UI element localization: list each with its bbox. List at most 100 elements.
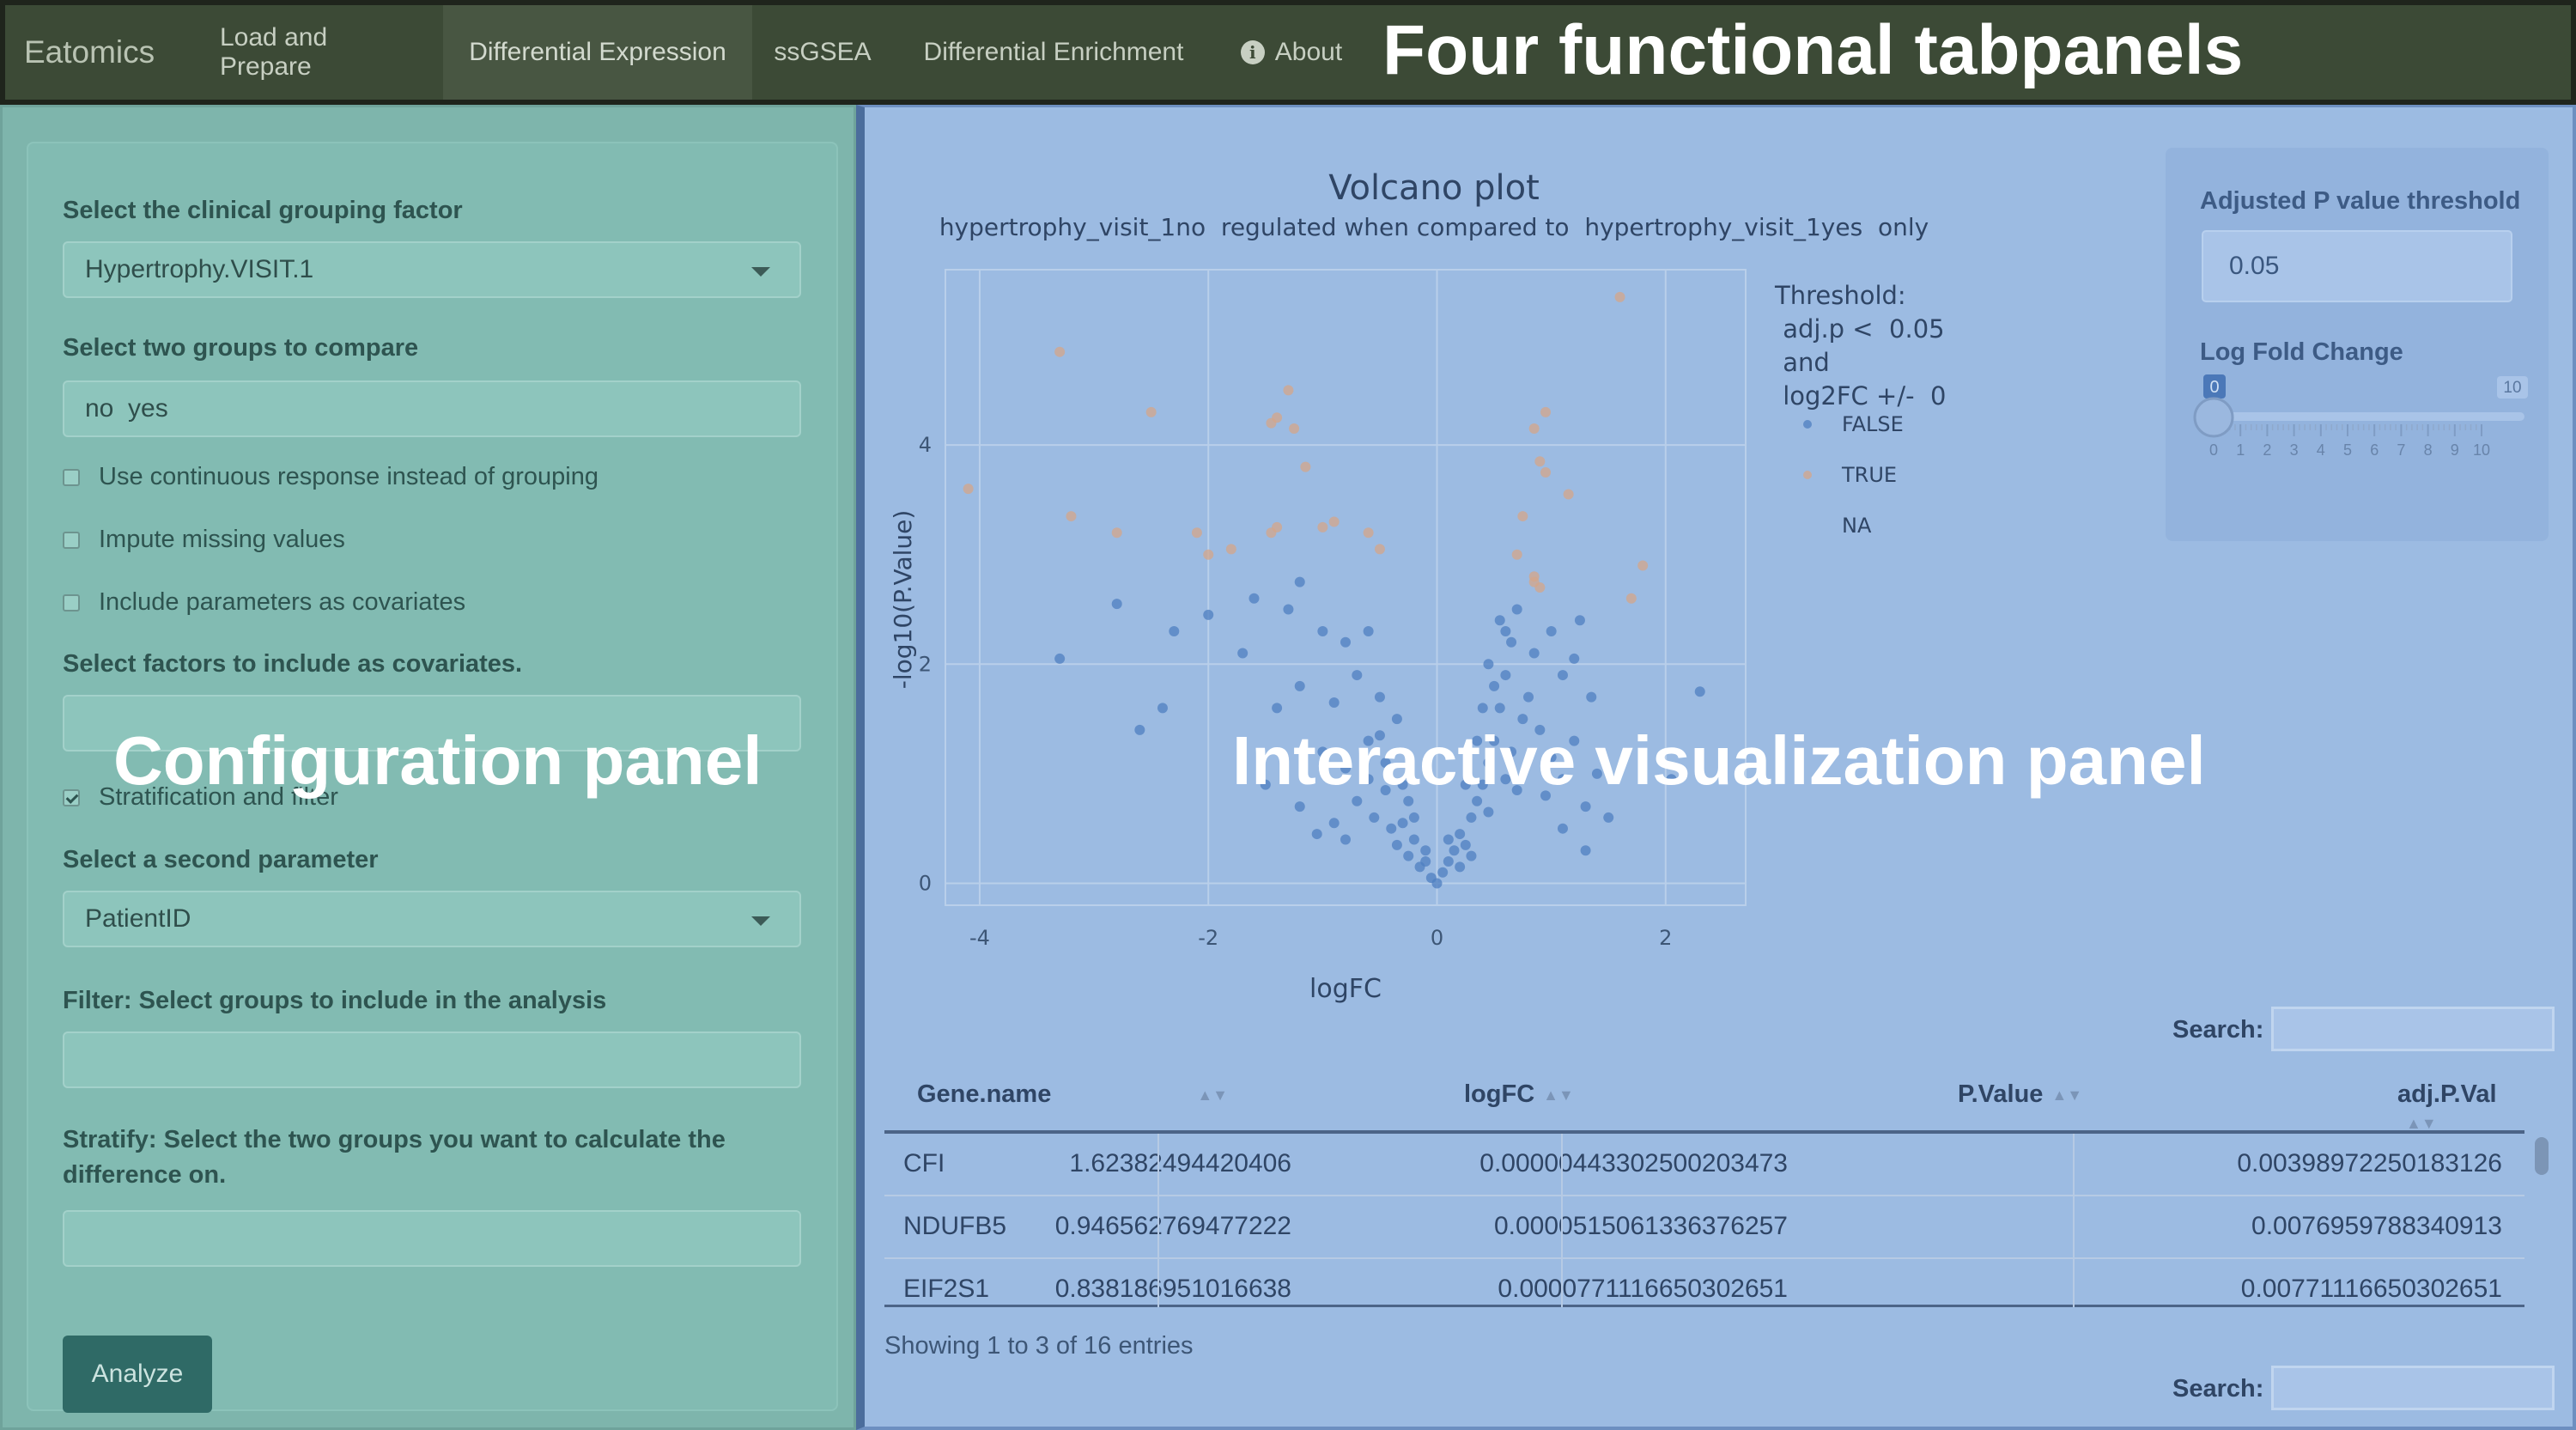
slider-max-text: 10 bbox=[2503, 379, 2521, 397]
plot-title: Volcano plot bbox=[1328, 168, 1540, 208]
pval-threshold-input[interactable]: 0.05 bbox=[2202, 230, 2512, 302]
col-header-logfc[interactable]: logFC ▲▼ bbox=[1464, 1080, 1574, 1109]
column-divider bbox=[1157, 1134, 1159, 1307]
checkbox-icon[interactable] bbox=[63, 593, 80, 612]
col-header-pvalue[interactable]: P.Value ▲▼ bbox=[1958, 1080, 2082, 1109]
checkbox-icon[interactable] bbox=[63, 788, 80, 806]
slider-handle[interactable] bbox=[2193, 397, 2234, 438]
search-input-bottom[interactable] bbox=[2271, 1366, 2555, 1410]
data-point-false bbox=[1328, 697, 1340, 708]
sort-icon[interactable]: ▲▼ bbox=[1543, 1086, 1574, 1104]
sort-icon[interactable]: ▲▼ bbox=[2406, 1114, 2437, 1132]
data-point-false bbox=[1528, 648, 1540, 659]
search-label-bottom: Search: bbox=[2172, 1375, 2264, 1403]
checkbox-icon[interactable] bbox=[63, 468, 80, 486]
analyze-button[interactable]: Analyze bbox=[63, 1336, 212, 1413]
annotation-viz-panel: Interactive visualization panel bbox=[1232, 722, 2206, 799]
data-point-false bbox=[1483, 659, 1494, 670]
data-point-false bbox=[1340, 636, 1351, 648]
configuration-panel: Select the clinical grouping factor Hype… bbox=[0, 105, 856, 1430]
data-point-false bbox=[1460, 839, 1471, 850]
data-point-false bbox=[1380, 758, 1391, 769]
search-input-top[interactable] bbox=[2271, 1007, 2555, 1051]
continuous-response-checkbox[interactable]: Use continuous response instead of group… bbox=[63, 463, 598, 491]
table-row[interactable]: EIF2S1 0.838186951016638 0.0000771116650… bbox=[884, 1259, 2524, 1305]
data-point-false bbox=[1311, 829, 1322, 840]
data-point-true bbox=[1614, 291, 1625, 302]
data-point-false bbox=[1391, 839, 1402, 850]
groups-label: Select two groups to compare bbox=[63, 334, 419, 362]
slider-tick-label: 7 bbox=[2397, 441, 2405, 459]
logfc-slider[interactable]: 0 10 0 1 2 3 4 5 6 7 8 9 10 bbox=[2191, 373, 2535, 467]
sort-icon[interactable]: ▲▼ bbox=[1197, 1086, 1228, 1104]
data-point-true bbox=[1272, 521, 1283, 532]
data-point-true bbox=[1300, 461, 1311, 472]
include-covariates-checkbox[interactable]: Include parameters as covariates bbox=[63, 588, 465, 617]
legend-title-line: log2FC +/- 0 bbox=[1775, 381, 1946, 411]
checkbox-icon[interactable] bbox=[63, 531, 80, 549]
data-point-false bbox=[1249, 593, 1260, 604]
gridlines bbox=[945, 270, 1746, 905]
data-point-false bbox=[1546, 626, 1557, 637]
tab-label: Load and Prepare bbox=[220, 23, 328, 81]
data-point-true bbox=[1563, 489, 1574, 500]
data-point-false bbox=[1054, 653, 1066, 664]
tab-load-and-prepare[interactable]: Load and Prepare bbox=[194, 5, 443, 100]
data-point-false bbox=[1283, 604, 1294, 615]
covariates-select[interactable] bbox=[63, 695, 801, 752]
sort-icon[interactable]: ▲▼ bbox=[2051, 1086, 2083, 1104]
table-row[interactable]: NDUFB5 0.946562769477222 0.0000515061336… bbox=[884, 1196, 2524, 1259]
data-point-false bbox=[1466, 850, 1477, 861]
second-parameter-select[interactable]: PatientID bbox=[63, 891, 801, 947]
tab-label: Differential Expression bbox=[469, 38, 726, 66]
data-point-false bbox=[1157, 703, 1168, 714]
data-point-false bbox=[1386, 823, 1397, 834]
cell-logfc: 0.946562769477222 bbox=[1054, 1212, 1291, 1240]
grouping-factor-label: Select the clinical grouping factor bbox=[63, 197, 463, 224]
col-header-adjpval[interactable]: adj.P.Val ▲▼ bbox=[2397, 1080, 2524, 1137]
data-point-true bbox=[1540, 406, 1551, 417]
cell-adjpval: 0.00771116650302651 bbox=[2240, 1275, 2502, 1303]
annotation-tabpanels: Four functional tabpanels bbox=[1382, 11, 2244, 89]
data-point-false bbox=[1534, 724, 1546, 735]
groups-select[interactable]: no yes bbox=[63, 380, 801, 437]
table-scrollbar[interactable] bbox=[2535, 1137, 2549, 1175]
data-point-false bbox=[1340, 834, 1351, 845]
tab-label: ssGSEA bbox=[774, 38, 872, 66]
stratify-select[interactable] bbox=[63, 1210, 801, 1267]
data-point-false bbox=[1403, 795, 1414, 806]
slider-track[interactable] bbox=[2203, 412, 2524, 421]
data-point-false bbox=[1500, 774, 1511, 785]
checkbox-label: Use continuous response instead of group… bbox=[99, 463, 598, 490]
checkbox-label: Impute missing values bbox=[99, 526, 345, 553]
data-point-false bbox=[1511, 604, 1522, 615]
data-point-true bbox=[1637, 560, 1649, 571]
impute-missing-checkbox[interactable]: Impute missing values bbox=[63, 526, 345, 554]
navbar: Eatomics Load and Prepare Differential E… bbox=[0, 0, 2576, 105]
annotation-config-panel: Configuration panel bbox=[113, 722, 762, 799]
stratification-checkbox[interactable]: Stratification and filter bbox=[63, 783, 338, 812]
legend-entry: FALSE bbox=[1842, 412, 1904, 436]
table-row[interactable]: CFI 1.62382494420406 0.00000443302500203… bbox=[884, 1134, 2524, 1196]
col-header-gene[interactable]: Gene.name ▲▼ bbox=[917, 1080, 1228, 1109]
x-tick-label: -2 bbox=[1198, 926, 1218, 950]
tab-differential-enrichment[interactable]: Differential Enrichment bbox=[893, 5, 1214, 100]
app-brand[interactable]: Eatomics bbox=[24, 34, 155, 70]
cell-adjpval: 0.00398972250183126 bbox=[2237, 1149, 2502, 1177]
tab-ssgsea[interactable]: ssGSEA bbox=[752, 5, 893, 100]
data-point-false bbox=[1340, 763, 1351, 774]
data-point-true bbox=[1517, 511, 1528, 522]
data-point-false bbox=[1517, 714, 1528, 725]
tab-about[interactable]: i About bbox=[1214, 5, 1369, 100]
data-point-true bbox=[1225, 544, 1236, 555]
volcano-plot[interactable]: Volcano plot hypertrophy_visit_1no regul… bbox=[865, 161, 1955, 1020]
data-point-false bbox=[1586, 691, 1597, 703]
filter-select[interactable] bbox=[63, 1031, 801, 1088]
info-icon: i bbox=[1240, 40, 1265, 64]
search-label-top: Search: bbox=[2172, 1016, 2264, 1044]
data-point-false bbox=[1472, 795, 1483, 806]
data-point-false bbox=[1317, 626, 1328, 637]
data-point-true bbox=[1540, 467, 1551, 478]
tab-differential-expression[interactable]: Differential Expression bbox=[443, 5, 752, 100]
grouping-factor-select[interactable]: Hypertrophy.VISIT.1 bbox=[63, 241, 801, 298]
